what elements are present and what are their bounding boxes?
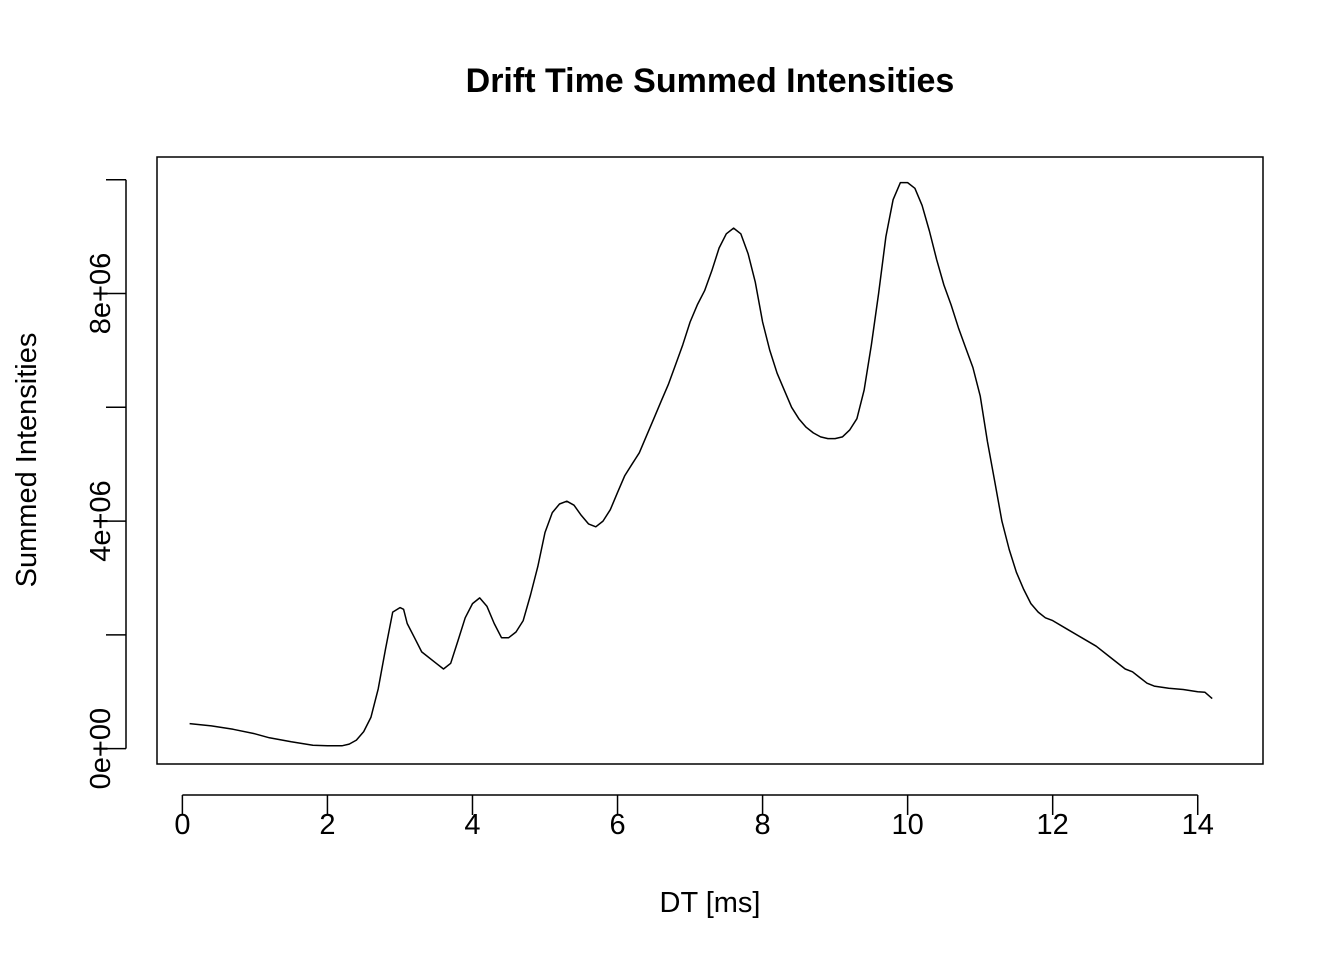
x-tick-label: 6 <box>609 809 625 841</box>
chart-title: Drift Time Summed Intensities <box>466 62 955 100</box>
x-tick-label: 14 <box>1182 809 1214 841</box>
x-tick-label: 0 <box>174 809 190 841</box>
x-axis: 0 2 4 6 8 10 12 14 <box>174 794 1214 841</box>
plot-frame <box>156 156 1264 765</box>
y-axis-label: Summed Intensities <box>11 333 43 588</box>
x-axis-label: DT [ms] <box>660 887 761 919</box>
series-group <box>189 181 1213 747</box>
y-tick-label: 0e+00 <box>85 708 117 789</box>
y-tick-label: 8e+06 <box>85 253 117 334</box>
x-tick-label: 12 <box>1037 809 1069 841</box>
x-tick-label: 2 <box>319 809 335 841</box>
y-tick-label: 4e+06 <box>85 480 117 561</box>
series-line <box>189 181 1213 747</box>
y-axis: 0e+00 4e+06 8e+06 <box>85 179 127 789</box>
x-tick-label: 8 <box>755 809 771 841</box>
x-tick-label: 4 <box>464 809 480 841</box>
x-tick-label: 10 <box>891 809 923 841</box>
